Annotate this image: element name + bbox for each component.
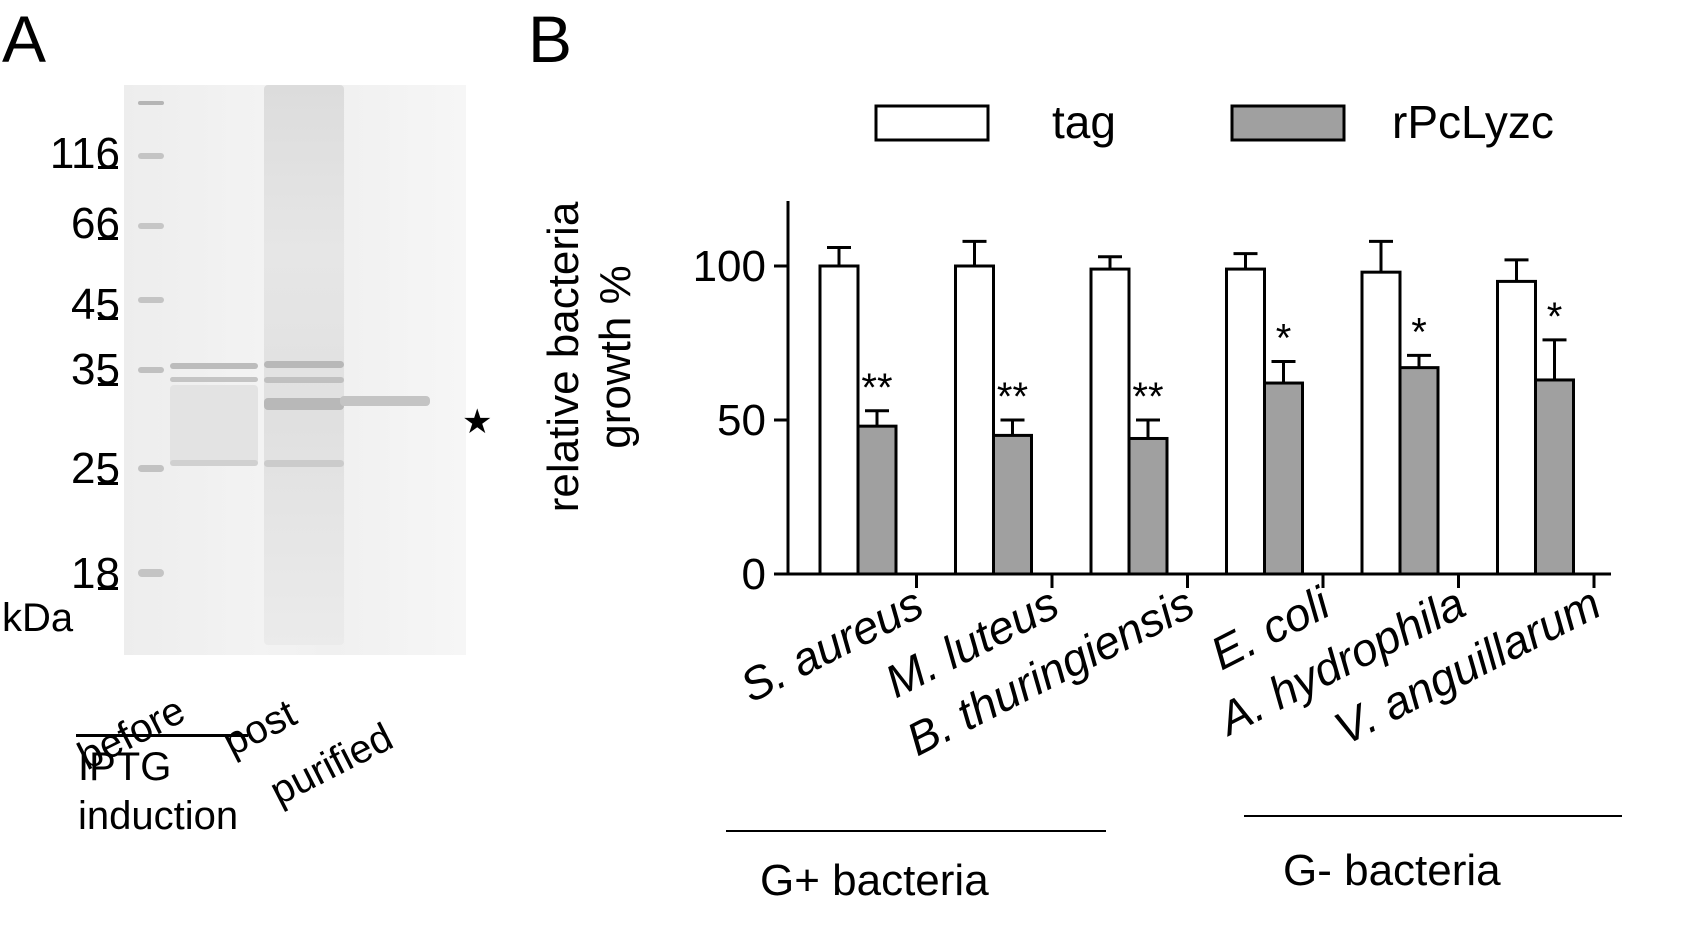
bar-tag-4 xyxy=(1360,270,1402,576)
marker-tick-66 xyxy=(98,237,118,240)
legend-label-1: rPcLyzc xyxy=(1392,96,1554,148)
unit-kda: kDa xyxy=(2,596,74,640)
bar-tag-3 xyxy=(1225,267,1266,576)
y-tick-label-0: 0 xyxy=(742,550,766,599)
iptg-label-line2: induction xyxy=(78,794,239,838)
bar-rpclyzc-0 xyxy=(856,424,898,576)
bar-tag-0 xyxy=(818,264,860,576)
significance-marker-4: * xyxy=(1411,310,1427,354)
significance-marker-3: * xyxy=(1276,316,1292,360)
bar-tag-2 xyxy=(1089,267,1131,576)
y-tick-label-2: 100 xyxy=(693,242,766,291)
significance-marker-1: ** xyxy=(997,375,1028,419)
bar-rpclyzc-5 xyxy=(1534,378,1575,576)
iptg-group-line xyxy=(76,734,248,737)
gram-positive-group-line xyxy=(726,830,1106,832)
bar-tag-1 xyxy=(954,264,995,576)
marker-tick-35 xyxy=(98,383,118,386)
legend-label-0: tag xyxy=(1052,96,1116,148)
bar-rpclyzc-2 xyxy=(1127,436,1169,576)
y-tick-label-1: 50 xyxy=(717,396,766,445)
y-axis-label-line1: relative bacteria xyxy=(539,201,588,512)
sds-page-gel-image xyxy=(124,85,466,655)
y-axis-label-line2: growth % xyxy=(591,265,640,448)
group-label-gram-positive: G+ bacteria xyxy=(760,856,989,905)
legend-swatch-0 xyxy=(874,104,990,142)
bar-tag-5 xyxy=(1496,279,1537,576)
target-band-star-icon: ★ xyxy=(462,403,493,441)
significance-marker-5: * xyxy=(1547,295,1563,339)
significance-marker-0: ** xyxy=(861,366,892,410)
marker-tick-18 xyxy=(98,587,118,590)
legend-swatch-1 xyxy=(1230,104,1346,142)
marker-tick-45 xyxy=(98,317,118,320)
iptg-label-line1: IPTG xyxy=(78,745,172,789)
panel-a-label: A xyxy=(2,2,47,76)
bar-rpclyzc-1 xyxy=(992,433,1033,576)
bar-rpclyzc-4 xyxy=(1398,366,1440,576)
group-label-gram-negative: G- bacteria xyxy=(1283,846,1501,895)
bar-rpclyzc-3 xyxy=(1263,381,1304,576)
panel-b-label: B xyxy=(528,2,573,76)
significance-marker-2: ** xyxy=(1132,375,1163,419)
marker-tick-25 xyxy=(98,482,118,485)
gram-negative-group-line xyxy=(1244,815,1622,817)
marker-tick-116 xyxy=(98,166,118,169)
